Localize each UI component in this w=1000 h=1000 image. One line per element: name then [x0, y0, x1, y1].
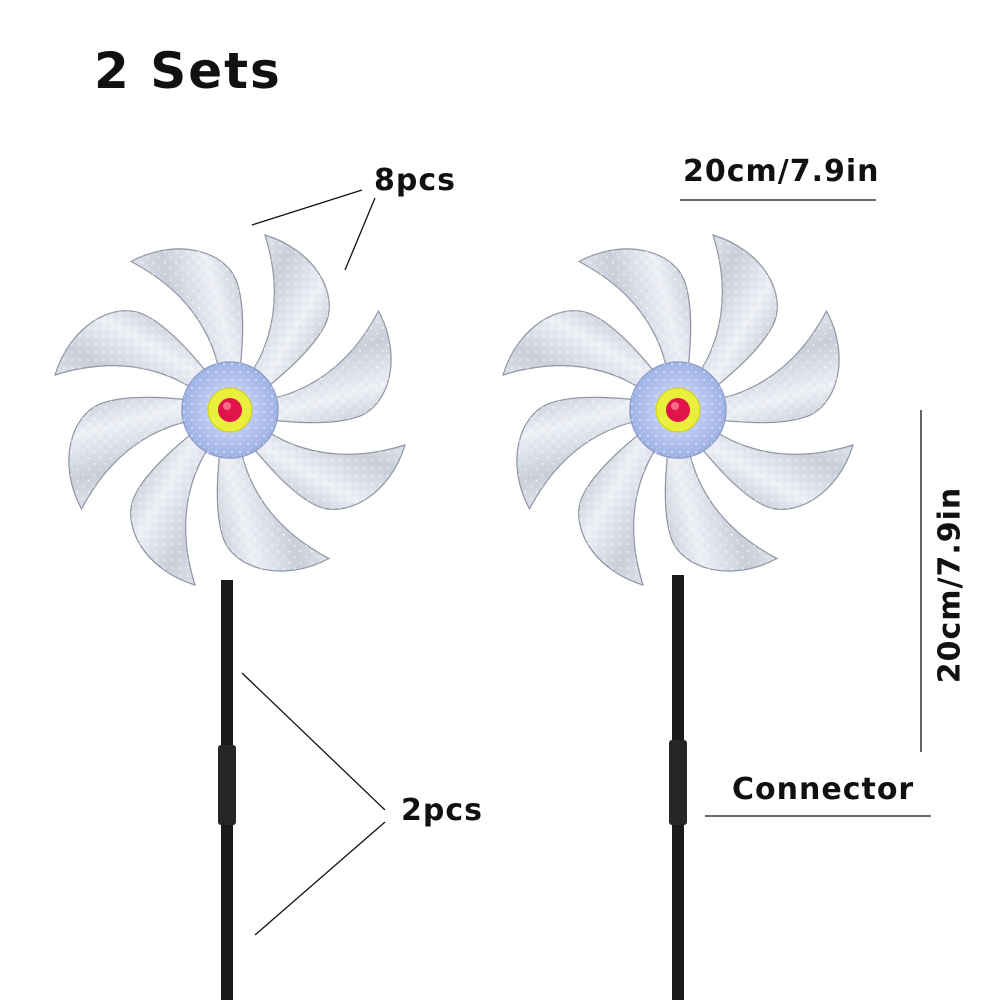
label-width-dimension: 20cm/7.9in	[683, 154, 880, 189]
callout-2pcs-line-a	[241, 672, 386, 811]
connector-left	[218, 745, 236, 825]
pinwheel-right	[483, 215, 873, 1000]
page-title: 2 Sets	[94, 42, 282, 100]
pinwheel-head-right	[483, 215, 873, 605]
label-8pcs: 8pcs	[374, 163, 456, 198]
connector-right	[669, 740, 687, 825]
pinwheel-left	[35, 215, 425, 1000]
pinwheel-head-left	[35, 215, 425, 605]
callout-2pcs-line-b	[254, 821, 386, 936]
callout-8pcs-line-b	[344, 197, 376, 271]
label-2pcs: 2pcs	[401, 793, 483, 828]
callout-lines	[241, 189, 931, 936]
callout-8pcs-line-a	[251, 189, 363, 226]
label-connector: Connector	[732, 772, 915, 807]
label-height-dimension: 20cm/7.9in	[932, 486, 968, 684]
